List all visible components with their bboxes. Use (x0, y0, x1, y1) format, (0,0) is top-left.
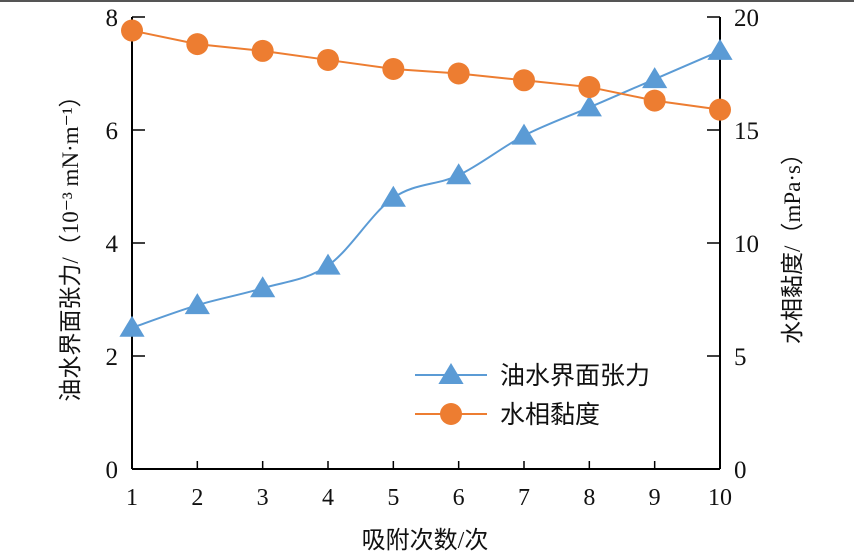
series-line-1 (131, 49, 721, 329)
x-tick-label: 7 (518, 485, 530, 511)
top-border (0, 0, 854, 2)
circle-marker (709, 98, 731, 121)
y-axis-left-label: 油水界面张力/（10⁻³ mN·m⁻¹） (58, 84, 83, 401)
y-left-tick-label: 2 (106, 344, 119, 371)
x-tick-label: 1 (126, 485, 138, 511)
x-tick-label: 6 (453, 485, 465, 511)
legend-triangle-marker (438, 363, 464, 384)
triangle-marker (576, 95, 602, 117)
y-left-tick-label: 0 (106, 457, 119, 484)
circle-marker (382, 57, 405, 80)
x-tick-label: 4 (322, 485, 334, 511)
circle-marker (121, 19, 143, 42)
triangle-marker (250, 276, 276, 298)
triangle-marker (511, 123, 537, 145)
y-right-tick-label: 0 (734, 457, 747, 484)
x-axis-label: 吸附次数/次 (362, 527, 489, 554)
triangle-marker (119, 315, 145, 337)
x-tick-label: 3 (257, 485, 269, 511)
x-tick-label: 8 (583, 485, 595, 511)
triangle-marker (642, 67, 668, 89)
y-right-tick-label: 15 (734, 118, 759, 145)
legend-label: 水相黏度 (500, 401, 600, 429)
x-tick-label: 10 (708, 485, 732, 511)
circle-marker (513, 69, 535, 92)
legend-label: 油水界面张力 (500, 362, 650, 390)
circle-marker (317, 48, 339, 71)
circle-marker (186, 33, 209, 56)
y-right-tick-label: 10 (734, 231, 759, 258)
triangle-marker (380, 185, 406, 207)
x-tick-label: 5 (387, 485, 399, 511)
triangle-marker (446, 163, 472, 185)
circle-marker (578, 76, 601, 99)
triangle-marker (315, 253, 341, 275)
y-left-tick-label: 6 (106, 118, 119, 145)
x-tick-label: 2 (191, 485, 203, 511)
circle-marker (643, 89, 666, 112)
triangle-marker (707, 38, 733, 60)
y-axis-right-label: 水相黏度/（mPa·s） (780, 142, 805, 344)
y-left-tick-label: 8 (106, 5, 119, 32)
legend-circle-marker (440, 403, 462, 425)
triangle-marker (184, 293, 210, 315)
circle-marker (251, 39, 274, 62)
series-line-2 (131, 29, 721, 111)
x-tick-label: 9 (649, 485, 661, 511)
y-right-tick-label: 20 (734, 5, 759, 32)
y-left-tick-label: 4 (106, 231, 119, 258)
circle-marker (447, 62, 470, 85)
y-right-tick-label: 5 (734, 344, 747, 371)
